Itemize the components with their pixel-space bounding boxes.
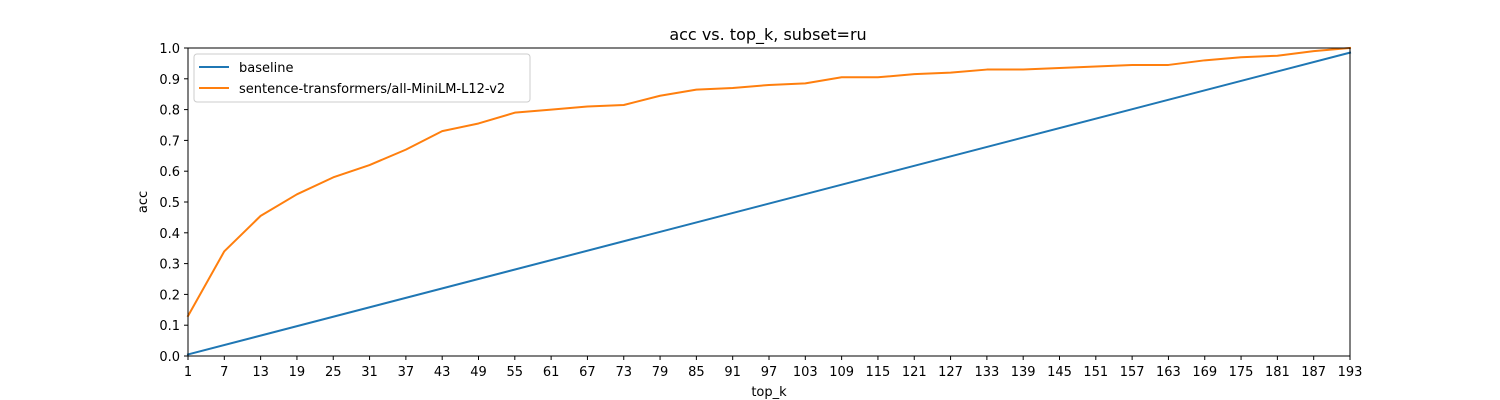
x-axis-label: top_k	[751, 385, 787, 400]
series-line-0	[186, 51, 1352, 356]
y-tick-label: 0.4	[159, 227, 180, 242]
x-tick-label: 193	[1338, 365, 1363, 380]
x-tick-label: 157	[1120, 365, 1145, 380]
legend-label-baseline: baseline	[239, 61, 293, 76]
y-tick-label: 0.3	[159, 258, 180, 273]
y-axis: 0.0 0.1 0.2 0.3 0.4 0.5 0.6 0.7 0.8 0.9 1.0	[159, 42, 188, 365]
x-tick-label: 139	[1011, 365, 1036, 380]
x-tick-label: 115	[866, 365, 891, 380]
x-tick-label: 37	[398, 365, 415, 380]
y-tick-label: 0.6	[159, 165, 180, 180]
x-tick-label: 25	[325, 365, 342, 380]
x-tick-label: 67	[579, 365, 596, 380]
y-tick-label: 0.8	[159, 104, 180, 119]
y-tick-label: 1.0	[159, 42, 180, 57]
series-line-1	[186, 46, 1352, 318]
x-tick-label: 7	[220, 365, 228, 380]
x-tick-label: 19	[289, 365, 306, 380]
x-tick-label: 121	[902, 365, 927, 380]
x-tick-label: 145	[1047, 365, 1072, 380]
y-tick-label: 0.9	[159, 73, 180, 88]
x-tick-label: 79	[652, 365, 669, 380]
y-tick-label: 0.0	[159, 350, 180, 365]
x-tick-label: 133	[974, 365, 999, 380]
chart-title: acc vs. top_k, subset=ru	[669, 25, 866, 45]
x-tick-label: 169	[1192, 365, 1217, 380]
legend-label-minilm: sentence-transformers/all-MiniLM-L12-v2	[239, 82, 505, 97]
x-tick-label: 103	[793, 365, 818, 380]
x-tick-label: 1	[184, 365, 192, 380]
x-tick-label: 181	[1265, 365, 1290, 380]
x-tick-label: 91	[724, 365, 741, 380]
y-tick-label: 0.5	[159, 196, 180, 211]
y-tick-label: 0.1	[159, 319, 180, 334]
x-tick-label: 175	[1229, 365, 1254, 380]
x-tick-label: 13	[252, 365, 269, 380]
x-tick-label: 187	[1301, 365, 1326, 380]
x-tick-label: 43	[434, 365, 451, 380]
x-axis: 1 7 13 19 25 31 37 43 49 55 61 67 73 79 85 91 97 103 109 11…	[184, 356, 1363, 380]
y-tick-label: 0.2	[159, 288, 180, 303]
x-tick-label: 73	[615, 365, 632, 380]
lines-layer	[186, 46, 1352, 356]
x-tick-label: 85	[688, 365, 705, 380]
legend: baseline sentence-transformers/all-MiniL…	[193, 53, 531, 103]
x-tick-label: 55	[507, 365, 524, 380]
x-tick-label: 31	[361, 365, 378, 380]
x-tick-label: 49	[470, 365, 487, 380]
legend-frame	[193, 53, 531, 103]
x-tick-label: 61	[543, 365, 560, 380]
y-tick-label: 0.7	[159, 134, 180, 149]
x-tick-label: 97	[761, 365, 778, 380]
x-tick-label: 109	[829, 365, 854, 380]
x-tick-label: 151	[1083, 365, 1108, 380]
x-tick-label: 127	[938, 365, 963, 380]
y-axis-label: acc	[136, 191, 151, 213]
x-tick-label: 163	[1156, 365, 1181, 380]
